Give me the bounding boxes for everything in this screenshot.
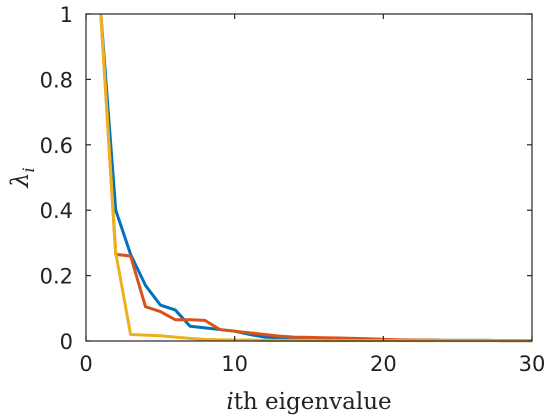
- y-tick-label: 0.2: [40, 265, 73, 289]
- y-tick-label: 1: [60, 3, 73, 27]
- x-axis-label-rest: th eigenvalue: [234, 389, 392, 415]
- plot-area-frame: [86, 14, 532, 341]
- x-tick-label: 30: [519, 352, 546, 376]
- x-tick-label: 0: [79, 352, 92, 376]
- y-axis-label-subscript: i: [19, 167, 38, 172]
- y-tick-label: 0: [60, 330, 73, 354]
- tick-layer: [86, 14, 532, 341]
- y-tick-label: 0.4: [40, 199, 73, 223]
- series-line-2: [101, 14, 532, 341]
- x-axis-label-italic: i: [226, 389, 233, 415]
- y-tick-label: 0.6: [40, 134, 73, 158]
- x-tick-label: 10: [221, 352, 248, 376]
- series-layer: [101, 14, 532, 341]
- series-line-1: [101, 14, 532, 341]
- x-axis-label: ith eigenvalue: [226, 389, 391, 415]
- series-line-3: [101, 14, 532, 341]
- x-tick-label: 20: [370, 352, 397, 376]
- y-axis-label-symbol: λ: [6, 172, 34, 188]
- y-axis-label: λi: [6, 167, 38, 188]
- y-tick-label: 0.8: [40, 68, 73, 92]
